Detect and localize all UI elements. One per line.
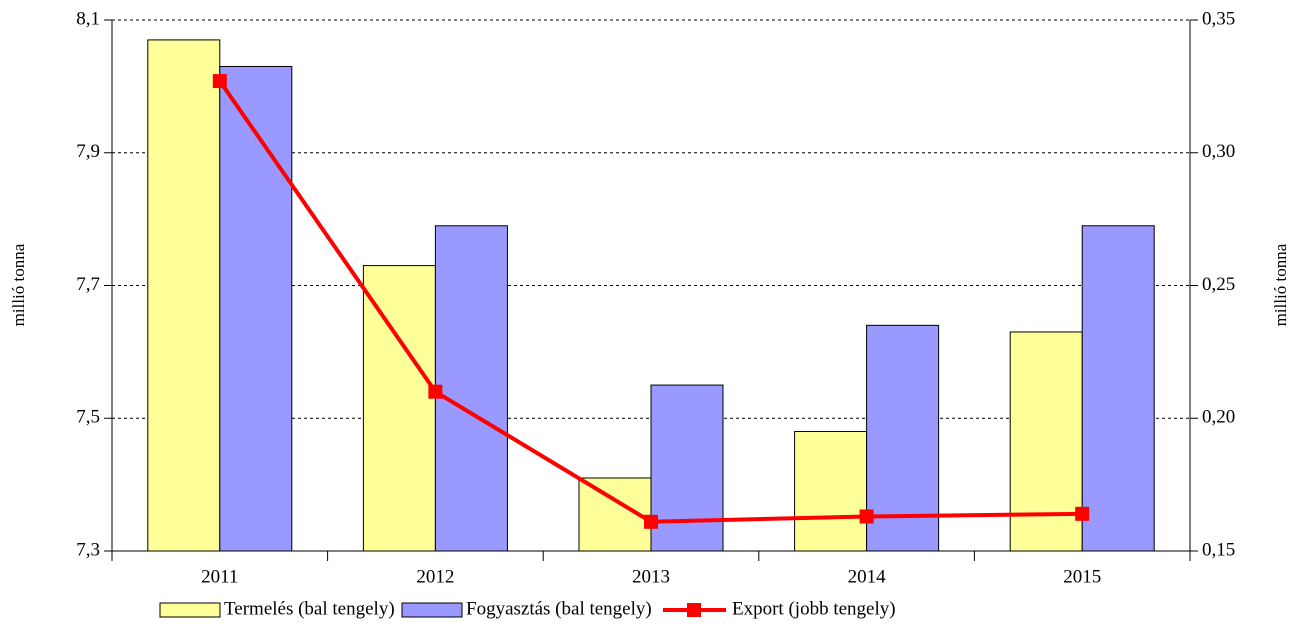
y-tick-label: 8,1 [76, 8, 100, 29]
bar [434, 225, 508, 552]
y-tick-label: 7,3 [76, 539, 100, 560]
y-tick-label: 7,5 [76, 407, 100, 428]
y2-tick-label: 0,35 [1202, 8, 1235, 29]
bar [794, 431, 868, 552]
y-tick-label: 7,9 [76, 141, 100, 162]
bar [1081, 225, 1155, 552]
y2-tick-label: 0,25 [1202, 274, 1235, 295]
line-marker [1075, 506, 1090, 521]
x-tick-label: 2011 [201, 566, 238, 587]
line-marker [212, 74, 227, 89]
bar [362, 265, 436, 552]
legend-swatch [401, 602, 463, 618]
line-marker [859, 509, 874, 524]
x-tick-label: 2014 [848, 566, 887, 587]
legend-label: Export (jobb tengely) [732, 598, 896, 619]
y2-axis-label: millió tonna [1271, 243, 1290, 326]
x-tick-label: 2012 [416, 566, 454, 587]
legend-label: Termelés (bal tengely) [224, 598, 395, 619]
bar [147, 39, 221, 552]
y2-tick-label: 0,20 [1202, 407, 1235, 428]
legend-swatch [159, 602, 221, 618]
y2-tick-label: 0,30 [1202, 141, 1235, 162]
y-tick-label: 7,7 [76, 274, 100, 295]
bar [219, 65, 293, 552]
legend-label: Fogyasztás (bal tengely) [466, 598, 652, 619]
x-tick-label: 2013 [632, 566, 670, 587]
y2-tick-label: 0,15 [1202, 539, 1235, 560]
bar [866, 324, 940, 552]
x-tick-label: 2015 [1063, 566, 1101, 587]
bar [650, 384, 724, 552]
bar [1009, 331, 1083, 552]
line-marker [644, 514, 658, 529]
legend-marker [687, 603, 701, 617]
y-axis-label: millió tonna [9, 243, 28, 326]
line-marker [428, 384, 443, 399]
